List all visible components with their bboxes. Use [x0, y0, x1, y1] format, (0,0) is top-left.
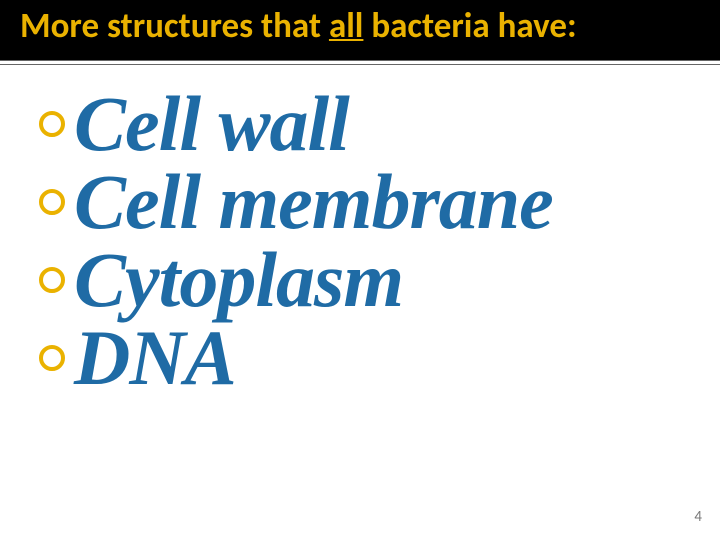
title-post: bacteria have:: [363, 5, 576, 47]
title-bar: More structures that all bacteria have:: [0, 0, 720, 60]
list-item: Cytoplasm: [34, 239, 710, 321]
bullet-ring-icon: [34, 262, 70, 298]
page-number: 4: [694, 508, 702, 526]
list-item: Cell membrane: [34, 161, 710, 243]
list-item-text: Cell wall: [74, 83, 349, 165]
title-pre: More structures that: [20, 5, 329, 47]
content-area: Cell wall Cell membrane Cytoplasm DNA: [0, 65, 720, 399]
list-item-text: DNA: [74, 317, 236, 399]
bullet-ring-icon: [34, 106, 70, 142]
list-item: DNA: [34, 317, 710, 399]
bullet-ring-icon: [34, 340, 70, 376]
title-underlined: all: [329, 5, 363, 47]
bullet-ring-icon: [34, 184, 70, 220]
list-item-text: Cytoplasm: [74, 239, 403, 321]
list-item-text: Cell membrane: [74, 161, 553, 243]
list-item: Cell wall: [34, 83, 710, 165]
slide-title: More structures that all bacteria have:: [20, 6, 700, 46]
